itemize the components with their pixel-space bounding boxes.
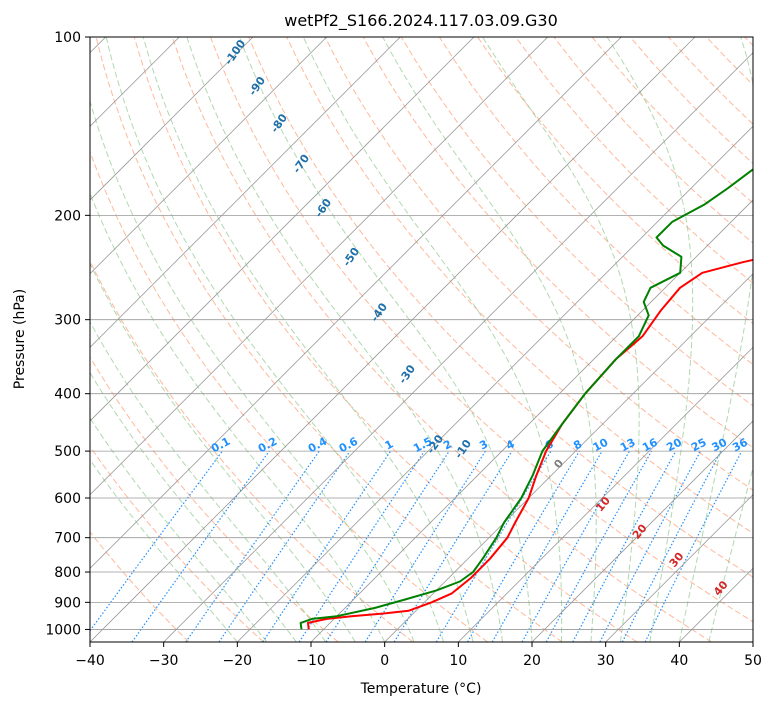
y-tick-label: 600: [54, 491, 81, 507]
dry-adiabat-line: [95, 37, 563, 642]
dry-adiabat-line: [171, 37, 712, 642]
mixing-ratio-line: [393, 450, 513, 642]
x-tick-label: 30: [597, 653, 615, 669]
y-tick-label: 400: [54, 387, 81, 403]
x-tick-label: −40: [75, 653, 105, 669]
moist-adiabat-line: [382, 37, 597, 642]
mixing-ratio-line: [364, 450, 486, 642]
y-tick-label: 500: [54, 444, 81, 460]
moist-adiabat-line: [90, 192, 386, 642]
dry-adiabat-line: [90, 531, 190, 642]
mixing-ratio-line: [262, 450, 392, 642]
mixing-ratio-line: [185, 450, 320, 642]
chart-title: wetPf2_S166.2024.117.03.09.G30: [284, 11, 558, 31]
isotherm-line: [531, 420, 753, 642]
x-tick-label: 0: [380, 653, 389, 669]
mixing-ratio-line: [621, 450, 722, 642]
dry-adiabat-line: [90, 150, 488, 642]
plot-area: 0.1 0.2 0.4 0.6 1 1.5 2 3 4 6 8 10 13 16 20 25 30 36-100-…: [90, 37, 753, 642]
mixing-ratio-label: 13: [618, 436, 638, 455]
moist-adiabat-line: [90, 459, 238, 642]
x-tick-label: 20: [523, 653, 541, 669]
mixing-ratio-line: [90, 450, 223, 632]
x-tick-label: −10: [296, 653, 326, 669]
isotherm-line: [90, 37, 327, 275]
mixing-ratio-line: [644, 450, 743, 642]
mixing-ratio-label: 20: [664, 435, 684, 454]
moist-adiabat-line: [606, 37, 694, 642]
mixing-ratio-line: [325, 450, 450, 642]
mixing-ratio-line: [435, 450, 552, 642]
y-tick-label: 100: [54, 30, 81, 46]
isotherm-line: [605, 494, 753, 642]
y-axis: 1000 900 800 700 600 500 400 300 200 100: [45, 30, 90, 638]
moist-adiabat-line: [90, 262, 356, 642]
isotherm-line: [90, 37, 696, 642]
moist-adiabat-line: [238, 37, 533, 642]
moist-adiabat-line: [90, 99, 415, 642]
moist-adiabat-line: [142, 37, 474, 642]
dry-adiabat-line: [90, 445, 264, 642]
y-tick-label: 900: [54, 595, 81, 611]
isotherm-line: [90, 37, 548, 496]
mixing-ratio-label: 36: [730, 436, 750, 455]
x-axis-label: Temperature (°C): [360, 681, 482, 697]
mixing-ratio-line: [131, 450, 270, 642]
y-tick-label: 800: [54, 565, 81, 581]
mixing-ratio-label: 30: [710, 436, 730, 455]
moist-adiabat-line: [105, 37, 445, 642]
moist-adiabat-line: [186, 37, 503, 642]
mixing-ratio-line: [599, 450, 702, 642]
isotherms: [90, 37, 753, 642]
dry-adiabat-line: [515, 37, 753, 284]
mixing-ratio-label: 10: [591, 435, 611, 454]
isotherm-line: [90, 37, 475, 422]
mixing-ratio-label: 25: [689, 436, 709, 455]
moist-adiabat-line: [678, 37, 753, 642]
mixing-ratio-label: 16: [640, 436, 660, 455]
sounding-profiles: [299, 168, 753, 630]
x-tick-label: −30: [149, 653, 179, 669]
dry-adiabat-line: [133, 37, 638, 642]
y-tick-label: 700: [54, 531, 81, 547]
isotherm-line: [310, 199, 753, 642]
isotherm-line: [90, 37, 254, 201]
mixing-ratio-line: [572, 450, 677, 642]
dry-adiabat-line: [400, 37, 753, 407]
moist-adiabat-line: [90, 417, 268, 642]
x-tick-label: 10: [449, 653, 467, 669]
x-tick-label: 50: [744, 653, 762, 669]
plot-frame: [89, 36, 754, 643]
dry-adiabats: [90, 37, 753, 642]
dry-adiabat-line: [438, 37, 753, 366]
isotherm-line: [163, 52, 753, 642]
isotherm-line: [458, 346, 753, 642]
isotherm-line: [90, 37, 401, 348]
isotherm-line: [90, 37, 622, 569]
y-tick-label: 300: [54, 313, 81, 329]
moist-adiabat-line: [482, 37, 640, 642]
x-axis: −40 −30 −20 −10 0 10 20 30 40 50: [75, 642, 762, 669]
dewpoint-profile: [299, 168, 753, 630]
mixing-ratio-line: [218, 450, 351, 642]
isotherm-line: [237, 125, 753, 642]
isotherm-line: [384, 273, 753, 642]
x-tick-label: 40: [670, 653, 688, 669]
y-tick-label: 1000: [45, 622, 81, 638]
mixing-ratio-line: [545, 450, 653, 642]
y-axis-label: Pressure (hPa): [12, 289, 28, 389]
y-tick-label: 200: [54, 208, 81, 224]
isobars: [90, 37, 753, 630]
dry-adiabat-line: [210, 37, 753, 623]
moist-adiabat-line: [302, 37, 563, 642]
mixing-ratio-line: [521, 450, 631, 642]
x-tick-label: −20: [223, 653, 253, 669]
dry-adiabat-line: [248, 37, 753, 578]
